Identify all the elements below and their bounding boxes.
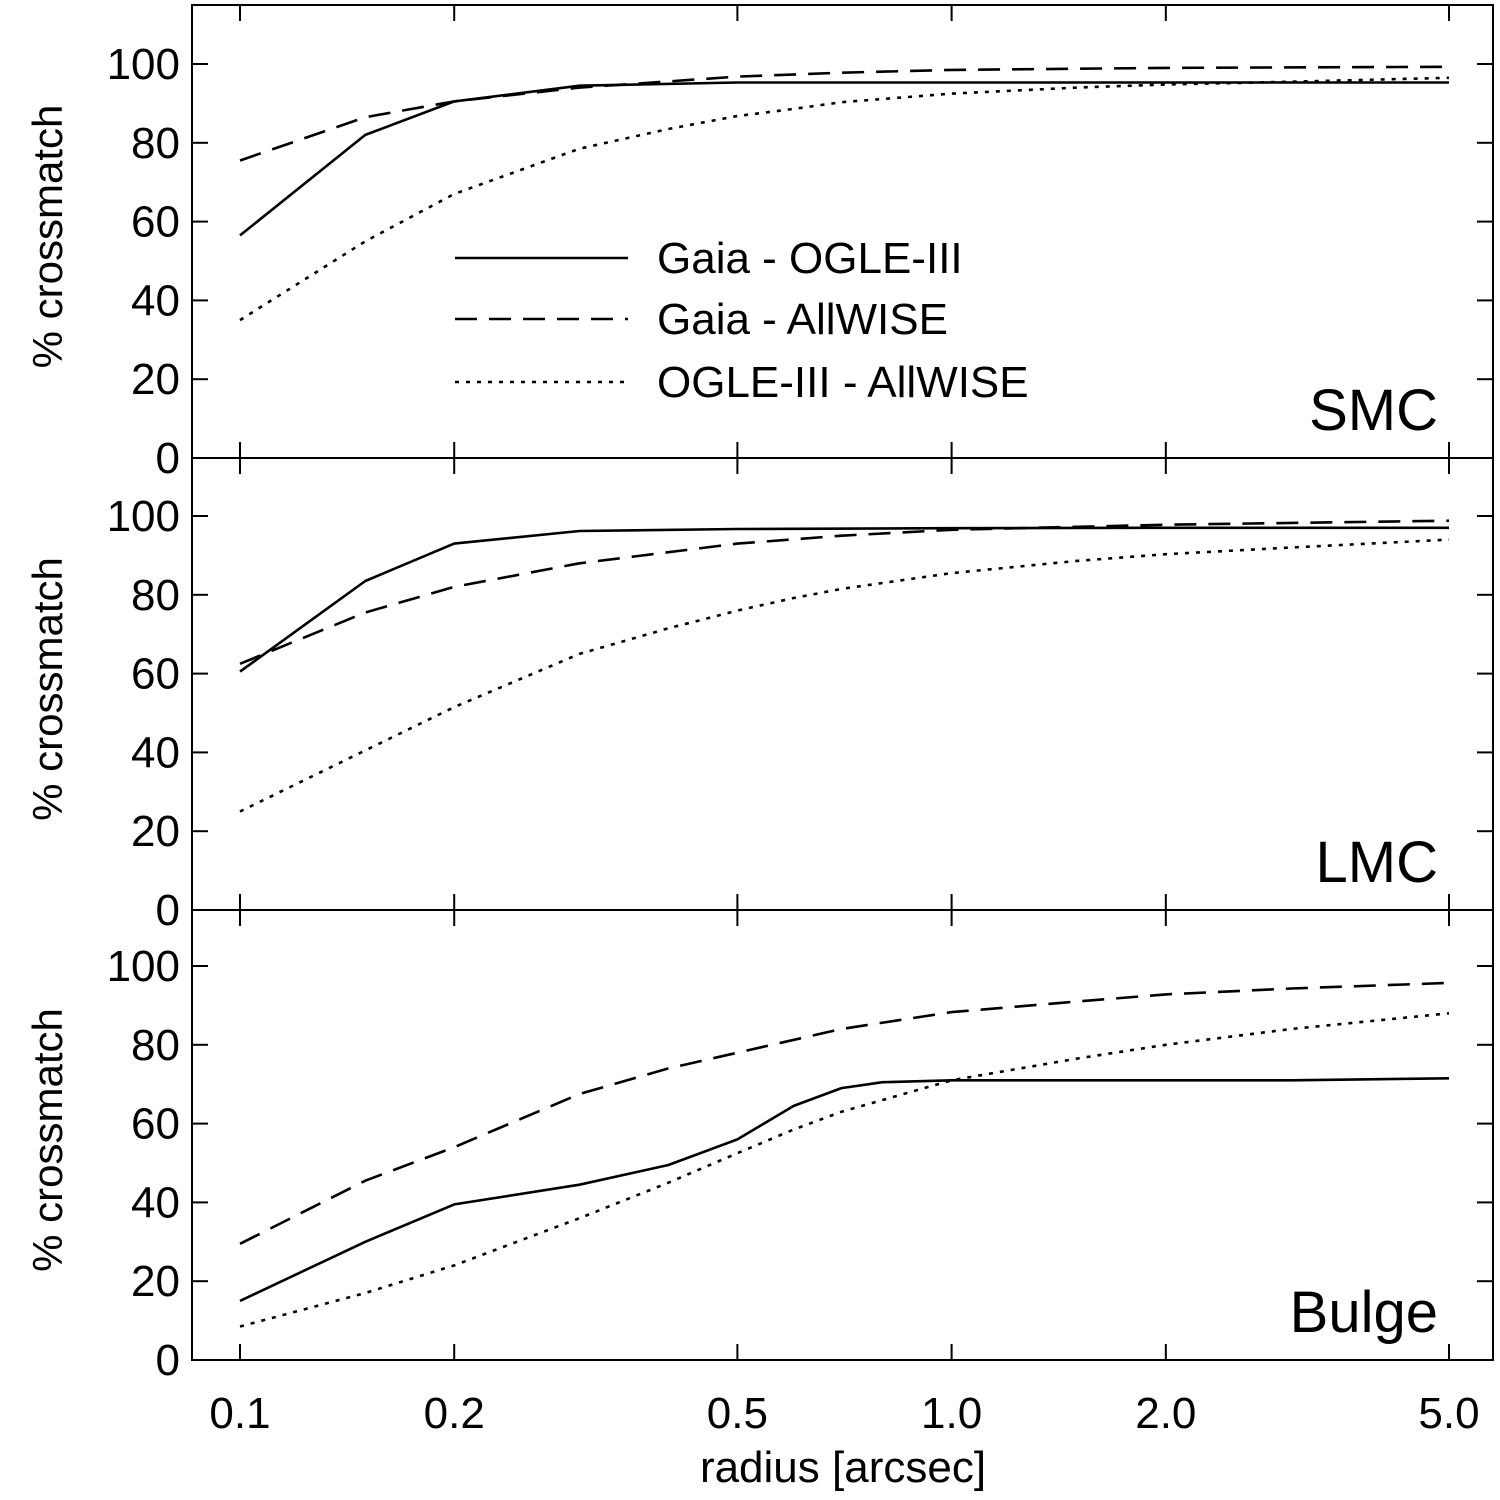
legend: Gaia - OGLE-III Gaia - AllWISE OGLE-III - … bbox=[455, 234, 1029, 407]
y-tick-label: 40 bbox=[131, 1178, 180, 1227]
series-solid-line bbox=[239, 526, 1449, 673]
y-tick-label: 100 bbox=[107, 942, 180, 991]
panel-bulge: 0 20 40 60 80 100 % crossmatch Bulge bbox=[24, 909, 1494, 1385]
y-tick-label: 40 bbox=[131, 276, 180, 325]
panel-smc: 0 20 40 60 80 100 % crossmatch SMC bbox=[24, 4, 1494, 483]
y-tick-label: 60 bbox=[131, 1100, 180, 1149]
y-tick-label: 40 bbox=[131, 728, 180, 777]
panel-label: LMC bbox=[1316, 830, 1438, 895]
y-tick-label: 60 bbox=[131, 650, 180, 699]
y-tick-label: 100 bbox=[107, 492, 180, 541]
x-tick-label: 5.0 bbox=[1418, 1389, 1479, 1438]
series-dotted-line bbox=[239, 1012, 1450, 1328]
y-tick-label: 60 bbox=[131, 198, 180, 247]
x-tick-label: 0.2 bbox=[424, 1389, 485, 1438]
y-tick-label: 20 bbox=[131, 1257, 180, 1306]
y-tick-label: 20 bbox=[131, 355, 180, 404]
y-axis-label: % crossmatch bbox=[24, 105, 71, 369]
y-tick-label: 0 bbox=[156, 886, 180, 935]
y-axis-label: % crossmatch bbox=[24, 557, 71, 821]
panel-label: Bulge bbox=[1290, 1280, 1438, 1345]
panels-layer: 0 20 40 60 80 100 % crossmatch SMC 0 20 40 60 80 100%… bbox=[24, 4, 1494, 1438]
series-dotted-line bbox=[239, 538, 1450, 813]
series-dashed-line bbox=[239, 981, 1450, 1245]
x-tick-label: 0.1 bbox=[209, 1389, 270, 1438]
x-tick-label: 2.0 bbox=[1135, 1389, 1196, 1438]
y-tick-label: 80 bbox=[131, 119, 180, 168]
x-tick-label: 0.5 bbox=[707, 1389, 768, 1438]
panel-frame bbox=[191, 457, 1494, 911]
y-tick-label: 80 bbox=[131, 571, 180, 620]
y-axis-label: % crossmatch bbox=[24, 1008, 71, 1272]
panel-label: SMC bbox=[1309, 378, 1438, 443]
y-tick-label: 80 bbox=[131, 1021, 180, 1070]
y-tick-label: 20 bbox=[131, 807, 180, 856]
x-axis-label: radius [arcsec] bbox=[700, 1443, 986, 1492]
legend-label: Gaia - OGLE-III bbox=[657, 234, 963, 283]
x-tick-label: 1.0 bbox=[921, 1389, 982, 1438]
legend-label: Gaia - AllWISE bbox=[657, 295, 948, 344]
series-solid-line bbox=[239, 81, 1449, 237]
y-tick-label: 100 bbox=[107, 40, 180, 89]
y-tick-label: 0 bbox=[156, 434, 180, 483]
y-tick-label: 0 bbox=[156, 1336, 180, 1385]
legend-label: OGLE-III - AllWISE bbox=[657, 358, 1029, 407]
series-dashed-line bbox=[239, 519, 1450, 666]
series-dashed-line bbox=[239, 65, 1450, 162]
panel-frame bbox=[191, 909, 1494, 1361]
panel-lmc: 0 20 40 60 80 100 % crossmatch LMC bbox=[24, 457, 1494, 935]
series-solid-line bbox=[239, 1077, 1450, 1303]
